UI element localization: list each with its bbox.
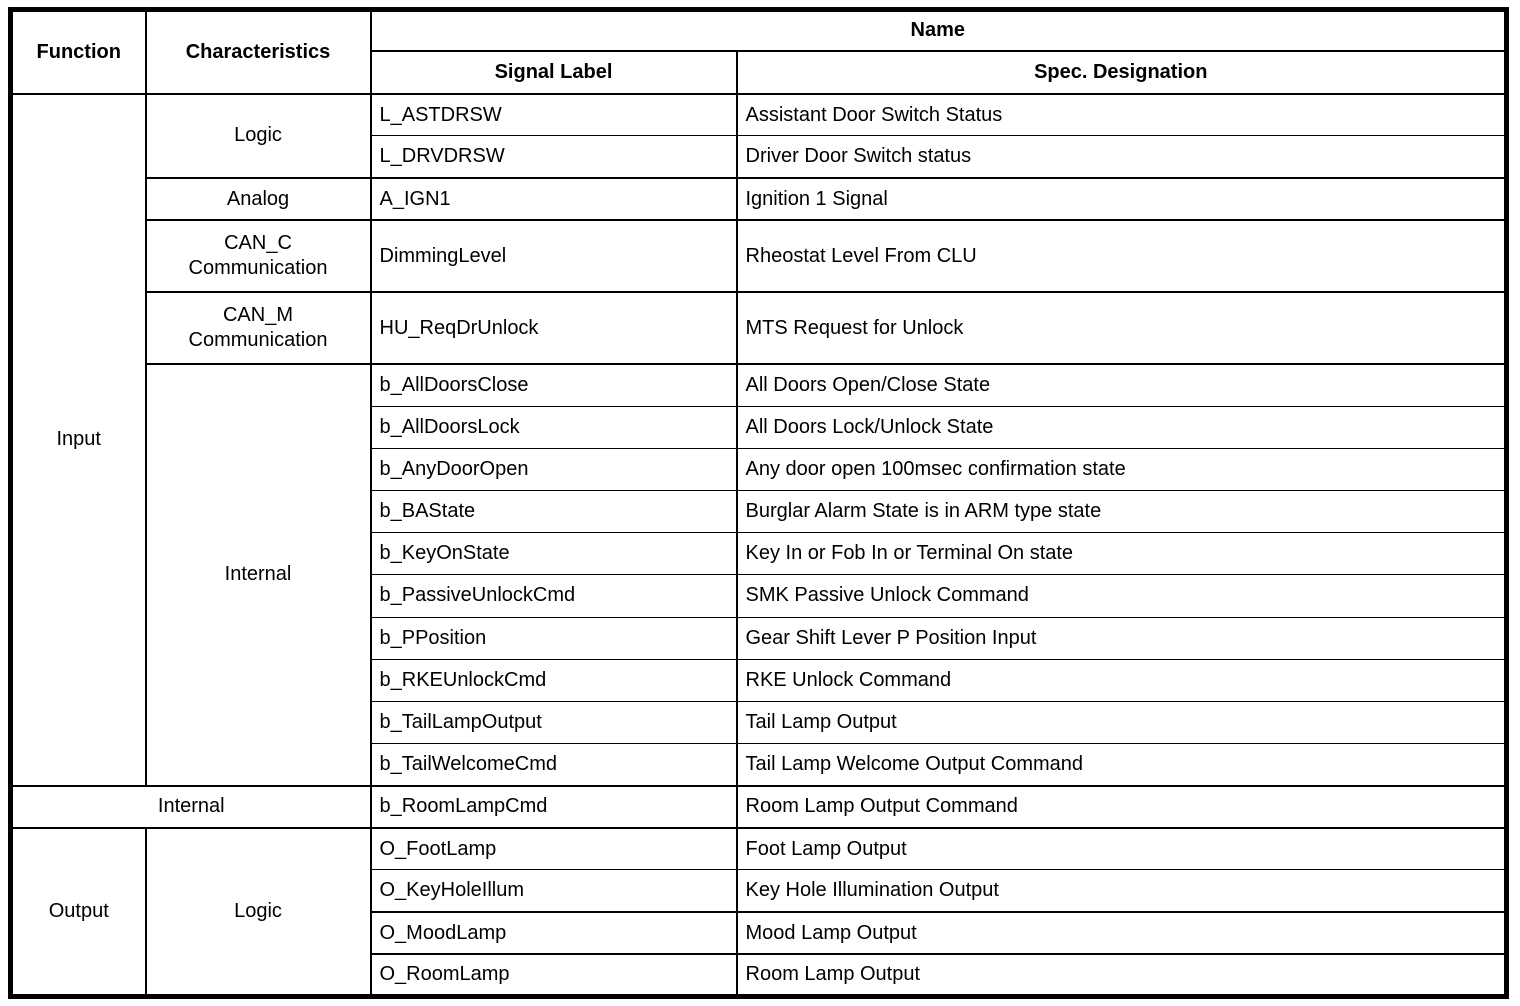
signal-label-cell: O_FootLamp <box>369 826 738 871</box>
table-row: b_TailWelcomeCmd Tail Lamp Welcome Outpu… <box>11 742 1508 787</box>
spec-designation-cell: Gear Shift Lever P Position Input <box>735 616 1508 660</box>
signal-label-cell: b_RoomLampCmd <box>369 784 738 829</box>
spec-designation-cell: MTS Request for Unlock <box>735 291 1508 366</box>
function-group-cell: Output <box>9 826 147 998</box>
characteristics-group-cell: Analog <box>144 177 372 222</box>
table-row: b_AllDoorsLock All Doors Lock/Unlock Sta… <box>11 405 1508 449</box>
table-row: b_PPosition Gear Shift Lever P Position … <box>11 616 1508 660</box>
table-row: b_AnyDoorOpen Any door open 100msec conf… <box>11 447 1508 492</box>
spec-designation-cell: Room Lamp Output Command <box>735 784 1508 829</box>
spec-designation-cell: Ignition 1 Signal <box>735 177 1508 222</box>
characteristics-group-cell: CAN_M Communication <box>144 291 372 366</box>
function-group-cell: Input <box>9 92 147 787</box>
table-row: b_BAState Burglar Alarm State is in ARM … <box>11 490 1508 534</box>
spec-designation-cell: Burglar Alarm State is in ARM type state <box>735 490 1508 534</box>
spec-designation-cell: Key In or Fob In or Terminal On state <box>735 532 1508 576</box>
signal-label-cell: b_PassiveUnlockCmd <box>369 574 738 618</box>
spec-designation-cell: Tail Lamp Output <box>735 700 1508 744</box>
col-header-signal-label: Signal Label <box>369 49 738 95</box>
spec-designation-cell: Room Lamp Output <box>735 953 1508 998</box>
signal-label-cell: O_MoodLamp <box>369 910 738 956</box>
signal-label-cell: b_AnyDoorOpen <box>369 447 738 492</box>
table-row: O_KeyHoleIllum Key Hole Illumination Out… <box>11 869 1508 913</box>
spec-designation-cell: Assistant Door Switch Status <box>735 92 1508 137</box>
signal-label-cell: b_RKEUnlockCmd <box>369 658 738 702</box>
table-row: Output Logic O_FootLamp Foot Lamp Output <box>9 826 1508 998</box>
characteristics-group-cell: Logic <box>144 826 372 998</box>
signal-label-cell: DimmingLevel <box>369 219 738 294</box>
signal-label-cell: L_ASTDRSW <box>369 92 738 137</box>
signal-label-cell: O_RoomLamp <box>369 953 738 998</box>
spec-designation-cell: All Doors Lock/Unlock State <box>735 405 1508 449</box>
spec-designation-cell: Key Hole Illumination Output <box>735 869 1508 913</box>
table-row: b_PassiveUnlockCmd SMK Passive Unlock Co… <box>11 574 1508 618</box>
signal-label-cell: b_AllDoorsLock <box>369 405 738 449</box>
spec-designation-cell: Foot Lamp Output <box>735 826 1508 871</box>
spec-designation-cell: Tail Lamp Welcome Output Command <box>735 742 1508 787</box>
signal-label-cell: HU_ReqDrUnlock <box>369 291 738 366</box>
col-header-name: Name <box>369 8 1508 52</box>
characteristics-group-cell: CAN_C Communication <box>144 219 372 294</box>
table-row: CAN_C Communication DimmingLevel Rheosta… <box>11 219 1508 294</box>
signal-label-cell: b_TailWelcomeCmd <box>369 742 738 787</box>
spec-designation-cell: Driver Door Switch status <box>735 135 1508 180</box>
spec-designation-cell: All Doors Open/Close State <box>735 363 1508 407</box>
table-header-row-1: Function Characteristics Name <box>9 8 1508 95</box>
table-row: Internal b_AllDoorsClose All Doors Open/… <box>11 363 1508 787</box>
signal-label-cell: b_TailLampOutput <box>369 700 738 744</box>
spec-designation-cell: Mood Lamp Output <box>735 910 1508 956</box>
table-row: O_RoomLamp Room Lamp Output <box>11 953 1508 998</box>
signal-label-cell: L_DRVDRSW <box>369 135 738 180</box>
spec-designation-cell: RKE Unlock Command <box>735 658 1508 702</box>
table-row: Input Logic L_ASTDRSW Assistant Door Swi… <box>9 92 1508 787</box>
spec-designation-cell: Any door open 100msec confirmation state <box>735 447 1508 492</box>
characteristics-group-cell: Logic <box>144 92 372 180</box>
col-header-function: Function <box>9 8 147 95</box>
table-row: Internal b_RoomLampCmd Room Lamp Output … <box>9 784 1508 829</box>
signal-label-cell: b_PPosition <box>369 616 738 660</box>
signal-label-cell: O_KeyHoleIllum <box>369 869 738 913</box>
table-row: O_MoodLamp Mood Lamp Output <box>11 910 1508 956</box>
table-row: b_KeyOnState Key In or Fob In or Termina… <box>11 532 1508 576</box>
signal-label-cell: b_KeyOnState <box>369 532 738 576</box>
spec-designation-cell: Rheostat Level From CLU <box>735 219 1508 294</box>
characteristics-group-cell: Internal <box>144 363 372 787</box>
table-header-row-2: Signal Label Spec. Designation <box>11 49 1508 95</box>
table-row: CAN_M Communication HU_ReqDrUnlock MTS R… <box>11 291 1508 366</box>
col-header-spec-designation: Spec. Designation <box>735 49 1508 95</box>
signal-spec-table: Function Characteristics Name Signal Lab… <box>8 7 1509 999</box>
table-row: L_DRVDRSW Driver Door Switch status <box>11 135 1508 180</box>
table-row: b_TailLampOutput Tail Lamp Output <box>11 700 1508 744</box>
signal-label-cell: b_BAState <box>369 490 738 534</box>
col-header-characteristics: Characteristics <box>144 8 372 95</box>
signal-label-cell: b_AllDoorsClose <box>369 363 738 407</box>
table-row: Analog A_IGN1 Ignition 1 Signal <box>11 177 1508 222</box>
spec-designation-cell: SMK Passive Unlock Command <box>735 574 1508 618</box>
signal-label-cell: A_IGN1 <box>369 177 738 222</box>
function-characteristics-merged-cell: Internal <box>9 784 372 829</box>
